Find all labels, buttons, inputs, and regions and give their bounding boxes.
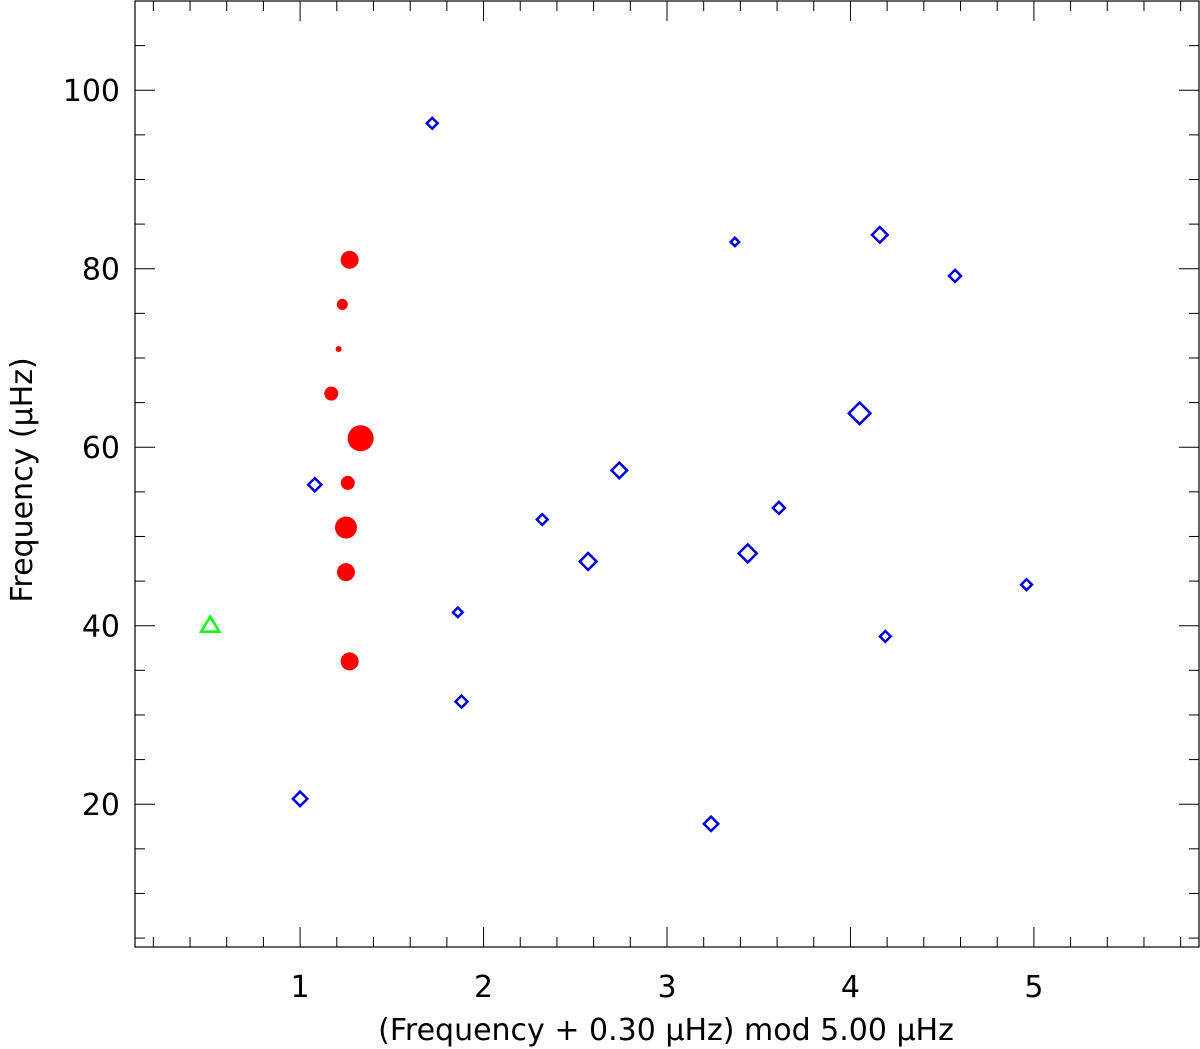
filled-circle-point bbox=[336, 563, 355, 582]
open-diamond-point bbox=[291, 789, 310, 808]
filled-circle-point bbox=[347, 425, 374, 452]
open-diamond-point bbox=[453, 693, 470, 710]
x-axis-title: (Frequency + 0.30 μHz) mod 5.00 μHz bbox=[378, 1013, 954, 1048]
y-tick-label: 80 bbox=[82, 253, 120, 288]
major-ticks bbox=[135, 1, 1199, 947]
data-markers bbox=[198, 116, 1034, 833]
open-diamond-point bbox=[878, 629, 893, 644]
open-diamond-point bbox=[870, 225, 890, 245]
filled-circle-point bbox=[334, 516, 357, 539]
filled-circle-point bbox=[340, 652, 359, 671]
x-tick-label: 2 bbox=[474, 970, 493, 1005]
open-diamond-point bbox=[451, 605, 465, 619]
open-diamond-point bbox=[847, 400, 873, 426]
open-diamond-point bbox=[306, 476, 324, 494]
x-tick-labels: 1 2 3 4 5 bbox=[291, 970, 1044, 1005]
filled-circle-point bbox=[336, 298, 348, 310]
x-tick-label: 1 bbox=[291, 970, 310, 1005]
y-tick-labels: 20 40 60 80 100 bbox=[63, 74, 120, 823]
y-tick-label: 60 bbox=[82, 431, 120, 466]
filled-circle-point bbox=[324, 386, 339, 401]
open-diamond-point bbox=[577, 551, 599, 572]
open-diamond-point bbox=[609, 460, 629, 480]
y-axis-title: Frequency (μHz) bbox=[5, 357, 40, 602]
open-diamond-point bbox=[736, 542, 759, 565]
x-tick-label: 4 bbox=[841, 970, 860, 1005]
filled-circle-point bbox=[340, 475, 355, 490]
open-triangle-point bbox=[198, 614, 222, 633]
open-diamond-point bbox=[1019, 577, 1034, 592]
open-diamond-point bbox=[702, 814, 720, 833]
y-tick-label: 40 bbox=[82, 610, 120, 645]
open-diamond-point bbox=[728, 235, 741, 248]
x-tick-label: 5 bbox=[1024, 970, 1043, 1005]
x-tick-label: 3 bbox=[657, 970, 676, 1005]
plot-frame bbox=[134, 0, 1200, 948]
open-diamond-point bbox=[425, 116, 440, 131]
y-tick-label: 20 bbox=[82, 788, 120, 823]
filled-circle-point bbox=[335, 346, 342, 353]
open-diamond-point bbox=[771, 500, 787, 516]
minor-ticks bbox=[135, 0, 1199, 947]
open-diamond-point bbox=[535, 512, 550, 527]
filled-circle-point bbox=[340, 250, 359, 269]
y-tick-label: 100 bbox=[63, 74, 120, 109]
open-diamond-point bbox=[947, 268, 963, 284]
